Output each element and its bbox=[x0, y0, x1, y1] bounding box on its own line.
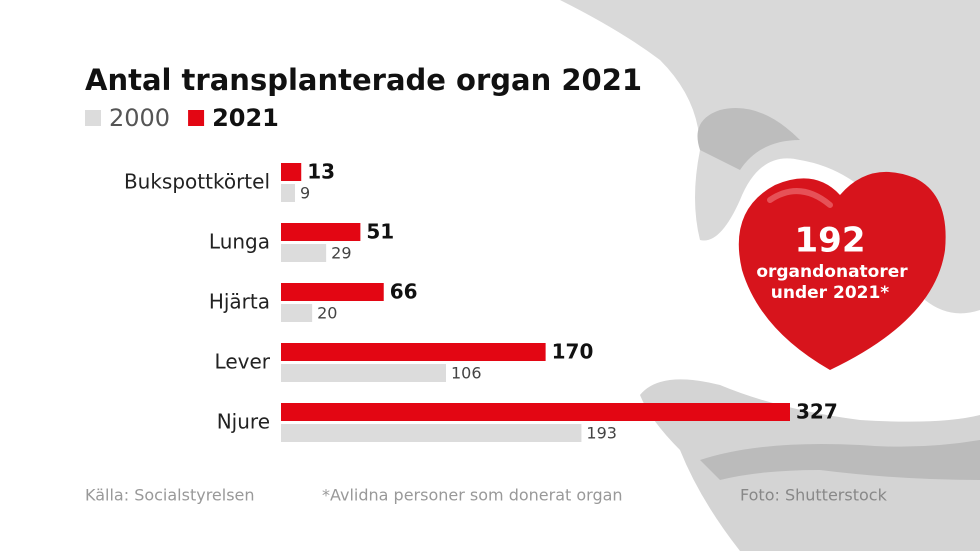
bar bbox=[281, 283, 384, 301]
bar bbox=[281, 364, 446, 382]
bar bbox=[281, 223, 361, 241]
credit: Foto: Shutterstock bbox=[740, 486, 888, 505]
source: Källa: Socialstyrelsen bbox=[85, 486, 255, 505]
bar bbox=[281, 163, 302, 181]
legend: 2000 2021 bbox=[85, 104, 279, 132]
value-label: 106 bbox=[451, 364, 482, 383]
legend-label: 2021 bbox=[212, 104, 279, 132]
bar bbox=[281, 304, 313, 322]
upper-hand-shade bbox=[697, 108, 800, 170]
heart bbox=[738, 171, 946, 370]
bar bbox=[281, 403, 790, 421]
value-label: 51 bbox=[366, 220, 394, 244]
value-label: 29 bbox=[331, 244, 351, 263]
category-label: Njure bbox=[217, 410, 270, 434]
legend-swatch bbox=[85, 110, 101, 126]
bar bbox=[281, 424, 582, 442]
value-label: 20 bbox=[317, 304, 337, 323]
lower-hand-shade bbox=[700, 440, 980, 480]
annotation-line: organdonatorer bbox=[756, 262, 908, 282]
category-label: Hjärta bbox=[209, 290, 270, 314]
chart-title: Antal transplanterade organ 2021 bbox=[85, 63, 642, 97]
value-label: 13 bbox=[307, 160, 335, 184]
category-label: Lever bbox=[215, 350, 271, 374]
bar bbox=[281, 343, 546, 361]
value-label: 327 bbox=[796, 400, 838, 424]
annotation-line: under 2021* bbox=[771, 283, 890, 303]
value-label: 9 bbox=[300, 184, 310, 203]
value-label: 193 bbox=[586, 424, 617, 443]
value-label: 170 bbox=[552, 340, 594, 364]
bar bbox=[281, 244, 327, 262]
upper-hand bbox=[560, 0, 980, 314]
legend-swatch bbox=[188, 110, 205, 126]
bar bbox=[281, 184, 296, 202]
footnote: *Avlidna personer som donerat organ bbox=[322, 486, 623, 505]
annotation-number: 192 bbox=[795, 221, 866, 261]
value-label: 66 bbox=[390, 280, 418, 304]
category-label: Lunga bbox=[209, 230, 270, 254]
plot-area: Bukspottkörtel 139 Lunga 51 29 Hjärta 66 20 Leve… bbox=[124, 160, 838, 443]
category-label: Bukspottkörtel bbox=[124, 170, 270, 194]
legend-label: 2000 bbox=[109, 104, 170, 132]
heart-highlight bbox=[767, 188, 833, 208]
